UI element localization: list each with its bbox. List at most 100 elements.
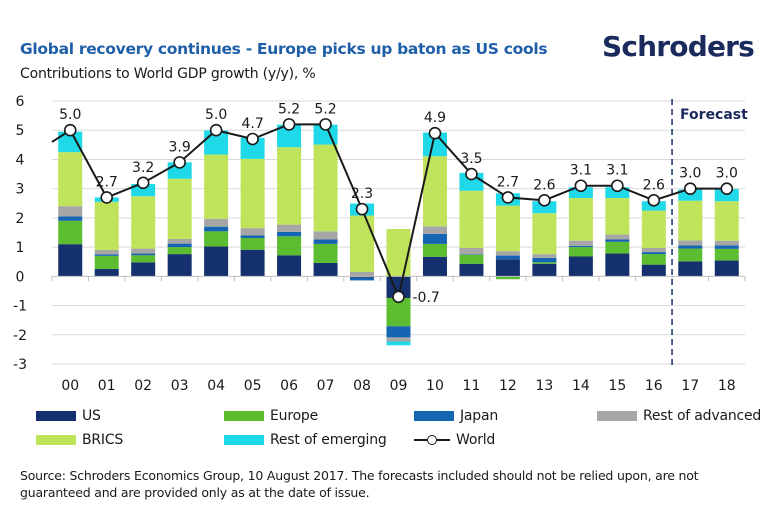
bar-segment-brics	[167, 178, 192, 239]
bar-segment-japan	[277, 231, 302, 237]
world-marker	[720, 182, 734, 195]
world-marker	[574, 179, 588, 193]
bar-segment-europe	[459, 254, 484, 264]
bar-segment-us	[532, 263, 557, 277]
x-tick-label: 17	[681, 378, 699, 394]
world-data-label: 5.2	[278, 101, 300, 117]
world-marker	[173, 156, 186, 169]
world-marker	[428, 126, 442, 140]
bar-segment-brics	[605, 198, 630, 235]
bar-segment-japan	[167, 243, 192, 248]
x-tick-label: 00	[61, 378, 79, 394]
chart-subtitle: Contributions to World GDP growth (y/y),…	[20, 66, 316, 82]
bar-segment-japan	[532, 257, 557, 263]
bar-segment-rest-of-advanced	[386, 337, 411, 342]
y-tick-label: 5	[16, 123, 25, 139]
world-marker	[319, 118, 332, 131]
world-data-label: 3.9	[169, 139, 191, 155]
bar-segment-japan	[605, 239, 630, 242]
y-tick-label: 3	[16, 182, 25, 198]
world-marker	[282, 118, 296, 131]
world-marker	[683, 182, 697, 195]
world-marker	[392, 290, 405, 304]
bar-segment-us	[678, 261, 703, 277]
y-tick-label: 1	[16, 240, 25, 256]
bar-segment-rest-of-advanced	[350, 271, 375, 277]
world-data-label: 2.6	[533, 177, 555, 193]
bar-segment-us	[277, 255, 302, 277]
bar-segment-rest-of-advanced	[131, 248, 156, 254]
legend-item-europe: Europe	[224, 408, 318, 424]
x-tick-label: 16	[645, 378, 663, 394]
world-data-label: 2.6	[643, 177, 665, 193]
bar-segment-europe	[94, 255, 119, 270]
legend-swatch-japan	[414, 411, 454, 421]
bar-segment-rest-of-advanced	[277, 224, 302, 232]
bar-segment-europe	[313, 243, 338, 263]
legend-swatch-us	[36, 411, 76, 421]
legend-label-japan: Japan	[460, 408, 499, 424]
bar-segment-rest-of-advanced	[495, 251, 520, 256]
x-tick-label: 15	[608, 378, 626, 394]
bar-segment-europe	[495, 276, 520, 280]
x-tick-label: 10	[426, 378, 444, 394]
y-tick-label: 6	[16, 94, 25, 110]
bar-segment-japan	[131, 253, 156, 256]
x-tick-label: 01	[98, 378, 116, 394]
world-marker	[611, 179, 624, 193]
bar-segment-us	[131, 262, 156, 277]
x-tick-label: 05	[244, 378, 262, 394]
legend-item-brics: BRICS	[36, 432, 123, 448]
bar-segment-rest-of-advanced	[58, 206, 83, 217]
bar-segment-brics	[641, 210, 666, 248]
bar-segment-japan	[459, 254, 484, 255]
bar-segment-europe	[714, 248, 739, 261]
bar-segment-europe	[204, 231, 229, 247]
x-tick-label: 07	[317, 378, 335, 394]
x-tick-label: 08	[353, 378, 371, 394]
legend-item-rest-of-advanced: Rest of advanced	[597, 408, 761, 424]
bar-segment-us	[313, 262, 338, 277]
world-data-label: 2.7	[497, 174, 519, 190]
bar-segment-europe	[240, 238, 265, 250]
world-data-label: 2.3	[351, 186, 373, 202]
bar-segment-rest-of-advanced	[240, 228, 265, 236]
bar-segment-japan	[313, 239, 338, 244]
legend-item-rest-of-emerging: Rest of emerging	[224, 432, 387, 448]
x-tick-label: 18	[718, 378, 736, 394]
y-tick-label: -3	[13, 357, 27, 373]
bar-segment-rest-of-emerging	[277, 124, 302, 148]
bar-segment-rest-of-advanced	[422, 226, 447, 234]
schroders-logo: Schroders	[602, 30, 755, 63]
bar-segment-europe	[422, 243, 447, 257]
bar-segment-japan	[714, 245, 739, 249]
world-data-label: 5.0	[59, 107, 81, 123]
world-data-label: 4.9	[424, 110, 446, 126]
bar-segment-rest-of-advanced	[204, 218, 229, 227]
bar-segment-japan	[204, 226, 229, 232]
bar-segment-brics	[532, 213, 557, 255]
source-note: Source: Schroders Economics Group, 10 Au…	[20, 468, 699, 500]
chart-title: Global recovery continues - Europe picks…	[20, 40, 548, 58]
legend-label-rest-of-advanced: Rest of advanced	[643, 408, 762, 424]
bar-segment-rest-of-advanced	[641, 247, 666, 253]
bar-segment-rest-of-advanced	[568, 240, 593, 246]
bar-segment-rest-of-advanced	[714, 240, 739, 246]
bar-segment-japan	[568, 245, 593, 248]
chart-legend: US Europe Japan Rest of advanced BRICS R…	[0, 405, 770, 455]
legend-swatch-rest-of-emerging	[224, 435, 264, 445]
bar-segment-rest-of-advanced	[459, 247, 484, 255]
bar-segment-us	[350, 276, 375, 278]
bar-segment-us	[167, 254, 192, 277]
bar-segment-us	[58, 244, 83, 277]
bar-segment-us	[422, 256, 447, 277]
bar-segment-japan	[386, 326, 411, 338]
bar-segment-rest-of-emerging	[678, 189, 703, 201]
x-tick-label: 03	[171, 378, 189, 394]
bar-segment-brics	[386, 228, 411, 277]
bar-segment-rest-of-advanced	[313, 231, 338, 240]
bar-segment-japan	[240, 235, 265, 239]
world-data-label: 5.0	[205, 107, 227, 123]
bar-segment-europe	[568, 247, 593, 257]
